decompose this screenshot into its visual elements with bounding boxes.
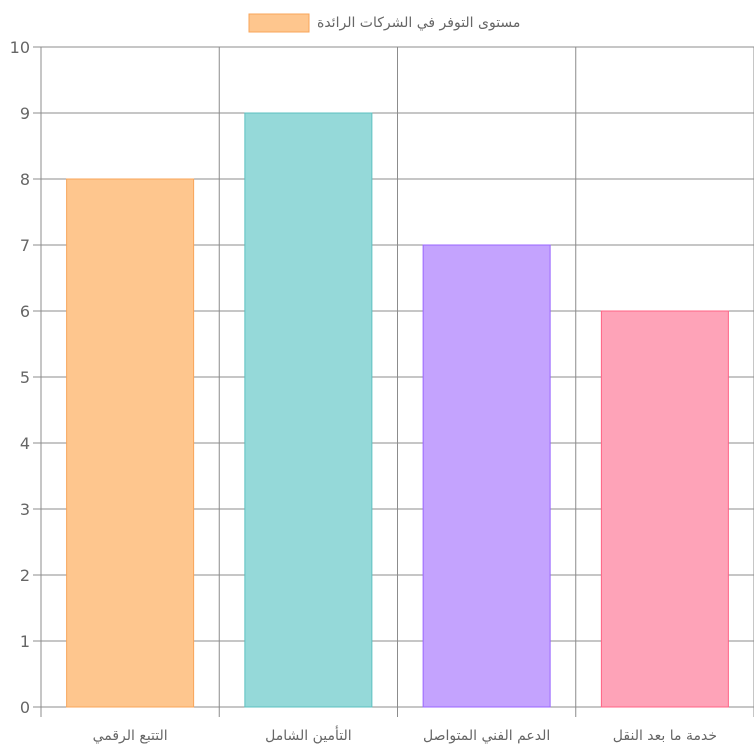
y-tick-label: 7 xyxy=(20,236,30,255)
y-tick-label: 3 xyxy=(20,500,30,519)
y-tick-label: 5 xyxy=(20,368,30,387)
y-tick-label: 4 xyxy=(20,434,30,453)
legend-swatch[interactable] xyxy=(248,13,310,33)
bars xyxy=(66,112,729,708)
y-tick-label: 10 xyxy=(10,38,30,57)
y-tick-label: 6 xyxy=(20,302,30,321)
y-tick-label: 8 xyxy=(20,170,30,189)
y-tick-label: 1 xyxy=(20,632,30,651)
x-tick-label: خدمة ما بعد النقل xyxy=(613,728,717,744)
axes: 0 1 2 3 4 5 6 7 8 9 10 التتبع الرقمي التأمين الشامل ا… xyxy=(10,38,717,744)
x-tick-label: الدعم الفني المتواصل xyxy=(423,728,550,744)
x-tick-label: التأمين الشامل xyxy=(265,725,352,744)
bar[interactable] xyxy=(244,112,373,708)
legend-label[interactable]: مستوى التوفر في الشركات الرائدة xyxy=(317,15,520,31)
y-tick-label: 9 xyxy=(20,104,30,123)
y-tick-label: 0 xyxy=(20,698,30,717)
y-tick-label: 2 xyxy=(20,566,30,585)
bar[interactable] xyxy=(600,310,729,708)
bar[interactable] xyxy=(422,244,551,708)
bar[interactable] xyxy=(66,178,195,708)
x-tick-label: التتبع الرقمي xyxy=(93,728,168,744)
legend[interactable]: مستوى التوفر في الشركات الرائدة xyxy=(248,13,520,33)
